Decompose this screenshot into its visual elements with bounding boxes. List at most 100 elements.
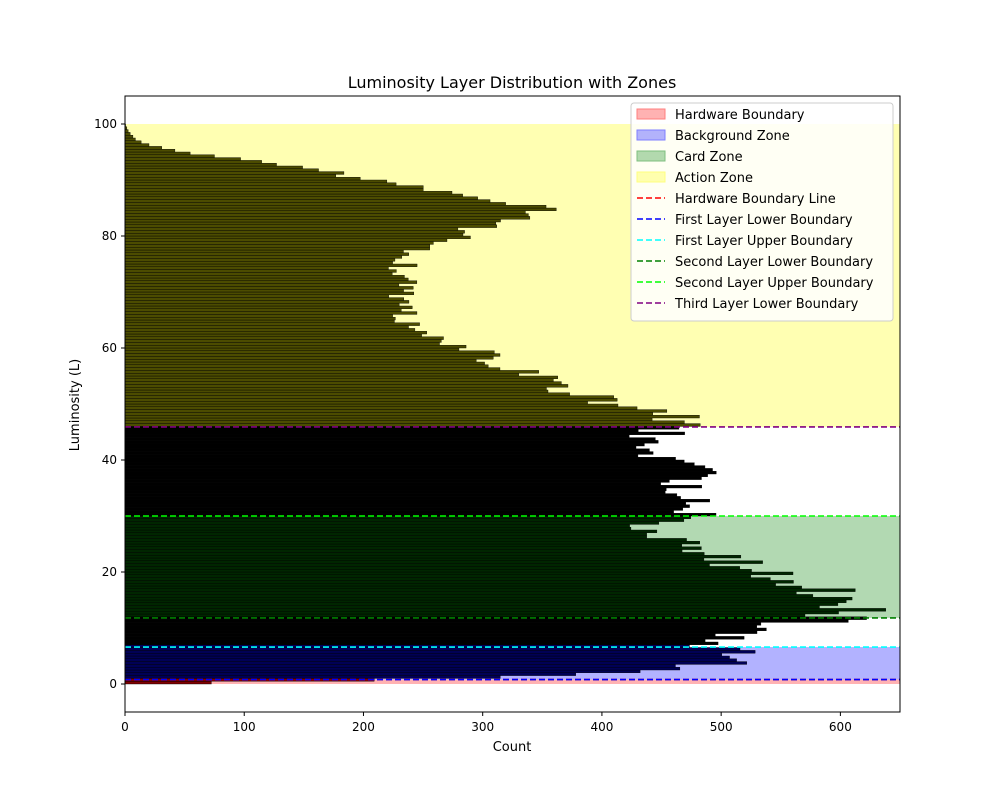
histogram-bar xyxy=(125,232,464,237)
histogram-bar xyxy=(125,457,676,461)
x-tick-label: 100 xyxy=(233,720,256,734)
histogram-bar xyxy=(125,664,676,668)
histogram-bar xyxy=(125,574,751,578)
histogram-bar xyxy=(125,431,685,435)
histogram-bar xyxy=(125,597,853,601)
histogram-bar xyxy=(125,524,630,528)
histogram-bar xyxy=(125,658,737,662)
histogram-bar xyxy=(125,398,618,402)
histogram-bar xyxy=(125,322,420,326)
histogram-bar xyxy=(125,454,639,458)
y-tick-label: 60 xyxy=(102,341,117,355)
chart-title: Luminosity Layer Distribution with Zones xyxy=(348,73,677,92)
histogram-bar xyxy=(125,179,388,183)
histogram-bar xyxy=(125,185,424,189)
histogram-bar xyxy=(125,672,576,676)
y-tick-label: 40 xyxy=(102,453,117,467)
histogram-bar xyxy=(125,552,705,556)
histogram-bar xyxy=(125,602,839,606)
histogram-bar xyxy=(125,364,489,368)
legend-label: Hardware Boundary Line xyxy=(675,192,836,207)
y-tick-label: 20 xyxy=(102,565,117,579)
histogram-bar xyxy=(125,199,491,203)
histogram-bar xyxy=(125,569,752,573)
histogram-bar xyxy=(125,501,686,505)
histogram-bar xyxy=(125,557,705,561)
histogram-bar xyxy=(125,176,361,181)
histogram-bar xyxy=(125,507,683,511)
histogram-bar xyxy=(125,272,393,276)
histogram-bar xyxy=(125,345,467,349)
y-axis-label: Luminosity (L) xyxy=(68,359,83,451)
histogram-bar xyxy=(125,403,619,407)
histogram-bar xyxy=(125,459,685,463)
histogram-bar xyxy=(125,529,658,533)
histogram-bar xyxy=(125,381,562,385)
histogram-bar xyxy=(125,384,569,388)
histogram-bar xyxy=(125,252,409,256)
histogram-bar xyxy=(125,162,277,167)
x-tick-label: 500 xyxy=(710,720,733,734)
histogram-bar xyxy=(125,437,656,441)
histogram-bar xyxy=(125,650,756,654)
histogram-bar xyxy=(125,317,396,321)
histogram-bar xyxy=(125,202,506,206)
histogram-bar xyxy=(125,196,478,200)
histogram-bar xyxy=(125,392,570,396)
histogram-bar xyxy=(125,406,638,410)
histogram-bar xyxy=(125,543,682,547)
histogram-bar xyxy=(125,190,453,195)
histogram-bar xyxy=(125,339,442,343)
histogram-bar xyxy=(125,235,471,239)
histogram-bar xyxy=(125,370,539,374)
histogram-bar xyxy=(125,420,685,424)
legend-label: Second Layer Lower Boundary xyxy=(675,255,873,270)
histogram-bar xyxy=(125,412,653,416)
histogram-bar xyxy=(125,261,393,265)
histogram-bar xyxy=(125,588,856,592)
histogram-bar xyxy=(125,468,713,472)
histogram-bar xyxy=(125,608,886,612)
histogram-bar xyxy=(125,613,806,617)
histogram-bar xyxy=(125,518,685,522)
histogram-bar xyxy=(125,538,687,542)
histogram-bar xyxy=(125,625,757,629)
plot-frame xyxy=(124,95,901,713)
histogram-bar xyxy=(125,328,416,332)
histogram-bar xyxy=(125,415,700,419)
histogram-bar xyxy=(125,311,418,315)
histogram-bar xyxy=(125,681,212,685)
histogram-bar xyxy=(125,277,409,281)
histogram-bar xyxy=(125,224,497,228)
histogram-bar xyxy=(125,207,557,211)
histogram-bar xyxy=(125,605,820,609)
histogram-bar xyxy=(125,653,722,657)
histogram-bar xyxy=(125,151,191,155)
plot-clip-group xyxy=(125,123,900,685)
histogram-bar xyxy=(125,342,440,346)
histogram-bar xyxy=(125,213,529,217)
histogram-bar xyxy=(125,350,495,354)
histogram-bar xyxy=(125,566,740,570)
histogram-bar xyxy=(125,308,402,312)
histogram-bar xyxy=(125,429,639,433)
histogram-bar xyxy=(125,269,397,273)
histogram-bar xyxy=(125,510,674,514)
histogram-bar xyxy=(125,465,706,469)
histogram-bar xyxy=(125,204,547,209)
histogram-bar xyxy=(125,675,501,679)
histogram-bar xyxy=(125,286,414,290)
histogram-bar xyxy=(125,513,717,517)
legend-swatch xyxy=(636,171,666,183)
histogram-bar xyxy=(125,585,802,589)
histogram-bar xyxy=(125,476,702,480)
histogram-bar xyxy=(125,258,396,262)
histogram-bar xyxy=(125,182,397,186)
histogram-bar xyxy=(125,289,404,293)
histogram-bar xyxy=(125,599,847,603)
histogram-bar xyxy=(125,193,463,197)
histogram-bar xyxy=(125,563,710,567)
histogram-bar xyxy=(125,527,632,531)
histogram-bar xyxy=(125,132,131,136)
